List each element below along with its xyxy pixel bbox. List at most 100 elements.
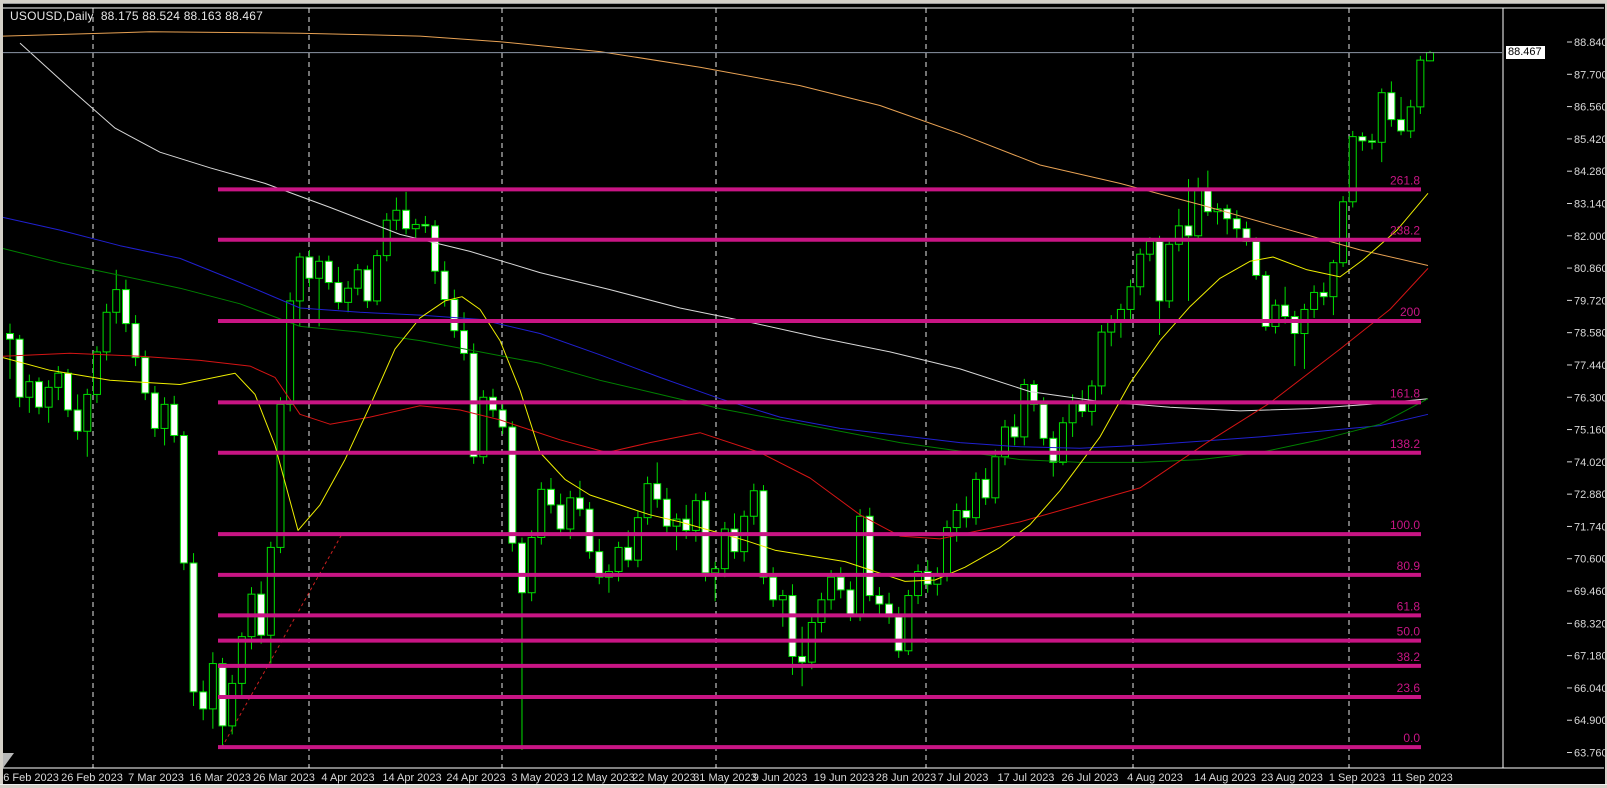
candle [1329, 259, 1338, 316]
candle [1358, 132, 1367, 151]
candle [566, 490, 575, 539]
candle [44, 380, 53, 423]
candle [15, 334, 24, 408]
time-tick-label: 19 Jun 2023 [814, 772, 875, 784]
time-tick-label: 17 Jul 2023 [998, 772, 1055, 784]
candle [875, 587, 884, 616]
price-tick-label: 72.880 [1574, 489, 1607, 501]
candle [411, 218, 420, 239]
ma-green [2, 248, 1429, 463]
candle [1213, 203, 1222, 225]
fib-label: 38.2 [1397, 650, 1421, 664]
time-tick-label: 14 Aug 2023 [1194, 772, 1256, 784]
candle [1029, 380, 1038, 412]
price-tick-label: 69.460 [1574, 586, 1607, 598]
ma-green-layer [2, 248, 1429, 463]
window-border-right [1605, 0, 1607, 788]
candle [1271, 299, 1280, 334]
candle [1368, 133, 1377, 150]
price-tick-label: 63.760 [1574, 748, 1607, 760]
candle [1300, 303, 1309, 369]
time-tick-label: 26 Jul 2023 [1062, 772, 1119, 784]
price-tick-label: 71.740 [1574, 521, 1607, 533]
candle [102, 303, 111, 361]
candle [295, 252, 304, 327]
time-tick-label: 9 Jun 2023 [753, 772, 807, 784]
candle [450, 289, 459, 338]
candle [1339, 196, 1348, 267]
candle [382, 213, 391, 262]
candle [170, 395, 179, 443]
price-axis[interactable]: 88.840 87.700 86.560 85.420 84.280 83.140 82.0… [1567, 37, 1607, 760]
candle [1203, 170, 1212, 216]
candle [991, 449, 1000, 504]
candle [179, 431, 188, 571]
time-tick-label: 24 Apr 2023 [446, 772, 505, 784]
price-tick-label: 64.900 [1574, 715, 1607, 727]
candle [778, 589, 787, 627]
candle [962, 496, 971, 528]
candle [363, 265, 372, 309]
candle [1348, 130, 1357, 208]
candle [508, 421, 517, 552]
candle [131, 315, 140, 367]
candle [121, 279, 130, 333]
candle [257, 581, 266, 644]
candle [527, 530, 536, 602]
time-tick-label: 7 Mar 2023 [128, 772, 184, 784]
candle [63, 368, 72, 418]
fib-label: 0.0 [1403, 731, 1420, 745]
candle [1165, 238, 1174, 309]
candle [798, 626, 807, 687]
candle [1281, 286, 1290, 324]
time-tick-label: 4 Apr 2023 [321, 772, 374, 784]
time-tick-label: 28 Jun 2023 [876, 772, 937, 784]
time-tick-label: 26 Mar 2023 [253, 772, 315, 784]
period-separators [92, 8, 1350, 768]
candle [1039, 397, 1048, 446]
candle [624, 530, 633, 568]
candle [1406, 99, 1415, 139]
candle [440, 261, 449, 307]
candle [1136, 248, 1145, 296]
candle [1310, 285, 1319, 318]
price-tick-label: 86.560 [1574, 102, 1607, 114]
ma-yellow [2, 192, 1429, 582]
price-tick-label: 74.020 [1574, 457, 1607, 469]
candle [324, 255, 333, 290]
candle [836, 567, 845, 599]
candle [885, 592, 894, 624]
ma-red-layer [2, 268, 1429, 540]
price-tick-label: 79.720 [1574, 295, 1607, 307]
window-border-bottom [0, 784, 1607, 788]
candle [595, 538, 604, 585]
window-border-left [0, 0, 3, 788]
price-tick-label: 76.300 [1574, 392, 1607, 404]
candle [373, 249, 382, 306]
candle [34, 377, 43, 415]
candle [498, 402, 507, 435]
candle [431, 220, 440, 284]
time-tick-label: 7 Jul 2023 [938, 772, 989, 784]
time-axis[interactable]: 16 Feb 2023 26 Feb 2023 7 Mar 2023 16 Mar 2… [0, 772, 1453, 784]
fib-label: 61.8 [1397, 599, 1421, 613]
fib-label: 100.0 [1390, 518, 1420, 532]
candle [421, 215, 430, 233]
candle [711, 561, 720, 602]
price-tick-label: 66.040 [1574, 683, 1607, 695]
candlestick-series [6, 50, 1435, 750]
chart-title: USOUSD,Daily 88.175 88.524 88.163 88.467 [10, 9, 264, 23]
ma-blue-layer [2, 216, 1429, 449]
time-tick-label: 16 Feb 2023 [0, 772, 59, 784]
candle [643, 476, 652, 525]
candle [1416, 55, 1425, 114]
candle [865, 507, 874, 602]
candle [305, 249, 314, 287]
candle [604, 564, 613, 593]
candle [1242, 221, 1251, 246]
candle [972, 472, 980, 525]
ma-white [19, 42, 1429, 412]
candle [556, 493, 565, 537]
